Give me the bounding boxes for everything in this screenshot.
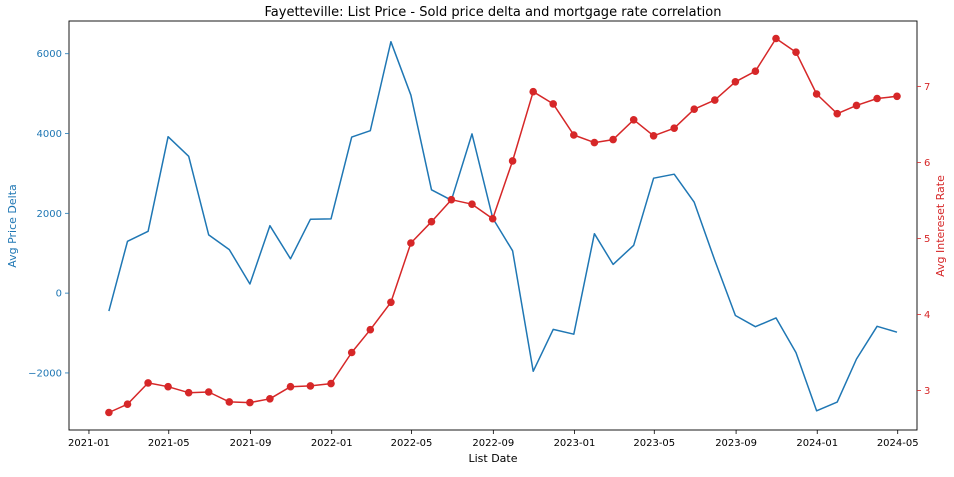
y-right-tick-label: 7 (924, 82, 930, 93)
data-point (407, 239, 415, 247)
x-tick-label: 2023-05 (633, 438, 675, 449)
x-tick-label: 2023-09 (715, 438, 757, 449)
data-point (629, 116, 638, 124)
data-point (266, 395, 274, 403)
data-point (649, 132, 658, 140)
data-point (792, 48, 800, 56)
y-left-tick-label: 0 (56, 289, 62, 300)
data-point (427, 217, 436, 226)
series-line-interest-rate (108, 37, 898, 414)
y-axis-right-label: Avg Intereset Rate (934, 175, 947, 277)
x-tick-label: 2021-05 (148, 438, 190, 449)
x-tick-label: 2022-05 (391, 438, 433, 449)
y-right-tick-label: 4 (924, 310, 930, 321)
data-point (164, 382, 172, 391)
data-point (468, 200, 476, 208)
x-tick-label: 2021-09 (230, 438, 272, 449)
data-point (327, 379, 335, 388)
data-point (670, 124, 678, 132)
data-point (204, 388, 213, 396)
x-tick-label: 2024-01 (796, 438, 838, 449)
y-left-tick-label: 4000 (37, 129, 62, 140)
y-right-tick-label: 6 (924, 158, 930, 169)
y-right-tick-label: 5 (924, 234, 930, 245)
data-point (893, 92, 901, 101)
y-right-tick-label: 3 (924, 386, 930, 397)
y-axis-right: 3 4 5 6 7 (917, 82, 930, 397)
data-point (387, 298, 395, 307)
data-point (123, 400, 132, 409)
data-point (549, 100, 557, 108)
data-point (366, 325, 375, 334)
data-point (873, 94, 881, 103)
y-left-tick-label: 6000 (37, 49, 62, 60)
data-point (246, 398, 254, 407)
data-point (590, 138, 599, 147)
data-point (731, 78, 740, 86)
y-left-tick-label: 2000 (37, 209, 62, 220)
data-point (184, 388, 193, 397)
x-axis-label: List Date (468, 452, 517, 465)
data-point (833, 109, 841, 118)
x-tick-label: 2021-01 (68, 438, 110, 449)
plot-area (68, 20, 918, 431)
data-point (105, 408, 113, 417)
data-point (772, 34, 780, 43)
x-tick-label: 2022-01 (311, 438, 353, 449)
plot-frame (68, 20, 918, 431)
data-point (570, 131, 578, 139)
data-point (447, 195, 456, 204)
data-point (529, 87, 537, 96)
x-tick-label: 2024-05 (877, 438, 919, 449)
data-point (286, 382, 295, 391)
x-tick-label: 2023-01 (554, 438, 596, 449)
chart-title: Fayetteville: List Price - Sold price de… (265, 5, 722, 20)
data-point (144, 379, 152, 387)
data-point (225, 398, 234, 406)
data-point (347, 348, 356, 357)
x-axis: 2021-01 2021-05 2021-09 2022-01 2022-05 2022-… (68, 430, 919, 449)
data-point (609, 135, 617, 144)
data-point (711, 96, 719, 104)
x-tick-label: 2022-09 (472, 438, 514, 449)
data-point (751, 67, 760, 75)
y-axis-left-label: Avg Price Delta (6, 184, 19, 268)
series-line-price-delta (108, 40, 898, 412)
data-point (508, 157, 517, 165)
y-axis-left: −2000 0 2000 4000 6000 (28, 49, 69, 379)
data-point (488, 214, 497, 223)
data-point (812, 90, 821, 98)
data-point (690, 105, 698, 113)
y-left-tick-label: −2000 (28, 368, 62, 379)
data-point (306, 382, 315, 390)
data-point (852, 101, 861, 110)
